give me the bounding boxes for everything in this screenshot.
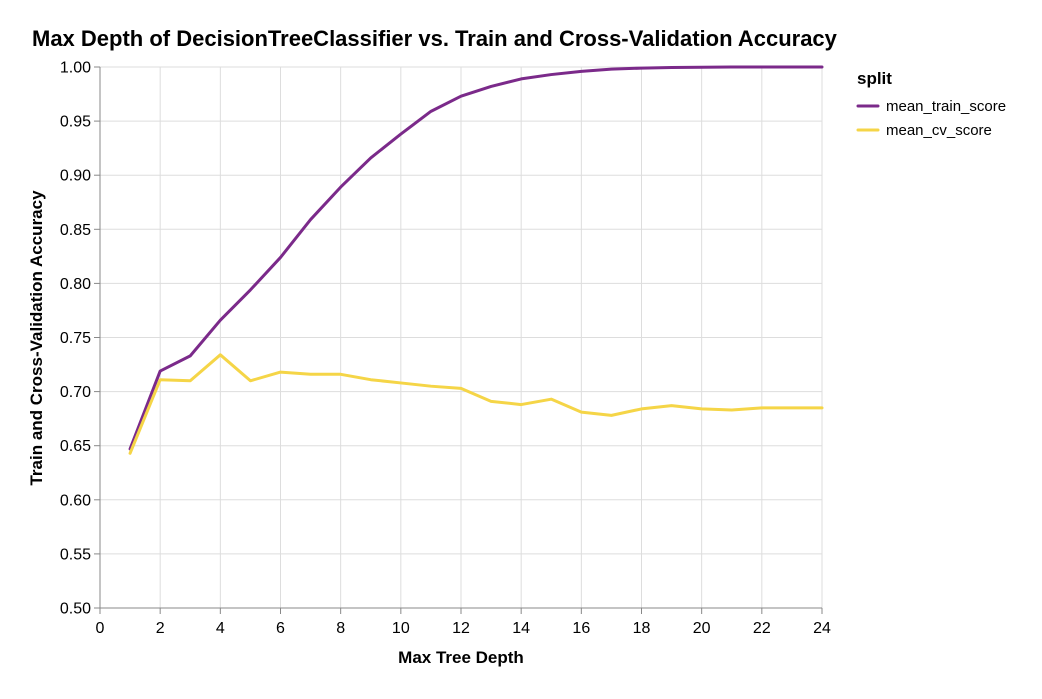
y-tick-label: 0.95	[60, 114, 91, 131]
x-tick-label: 4	[216, 620, 225, 637]
legend: split mean_train_score mean_cv_score	[856, 69, 1006, 139]
series-lines	[128, 65, 824, 455]
x-tick-label: 0	[96, 620, 105, 637]
y-tick-label: 0.80	[60, 276, 91, 293]
y-tick-label: 0.65	[60, 438, 91, 455]
legend-label: mean_cv_score	[886, 122, 992, 139]
y-tick-label: 0.90	[60, 168, 91, 185]
x-tick-label: 2	[156, 620, 165, 637]
grid	[99, 66, 823, 609]
y-tick-label: 0.50	[60, 601, 91, 618]
y-tick-label: 0.85	[60, 222, 91, 239]
legend-items: mean_train_score mean_cv_score	[856, 98, 1006, 139]
x-tick-label: 16	[572, 620, 590, 637]
series-line-mean-cv-score	[128, 353, 824, 455]
axes: 0.50 0.55 0.60 0.65 0.70 0.75 0.80 0.85 0.90 0.95…	[60, 60, 831, 638]
series-line-mean-train-score	[128, 65, 824, 451]
chart-title: Max Depth of DecisionTreeClassifier vs. …	[32, 26, 838, 51]
y-axis-title: Train and Cross-Validation Accuracy	[27, 190, 46, 486]
x-tick-label: 14	[512, 620, 530, 637]
legend-title: split	[857, 69, 892, 88]
y-tick-label: 0.55	[60, 546, 91, 563]
legend-item: mean_train_score	[856, 98, 1006, 115]
y-tick-label: 0.60	[60, 492, 91, 509]
x-tick-label: 6	[276, 620, 285, 637]
y-tick-label: 1.00	[60, 60, 91, 77]
y-tick-label: 0.70	[60, 384, 91, 401]
x-axis-title: Max Tree Depth	[398, 648, 524, 667]
x-tick-label: 10	[392, 620, 410, 637]
y-tick-label: 0.75	[60, 330, 91, 347]
x-tick-label: 22	[753, 620, 771, 637]
x-tick-label: 24	[813, 620, 831, 637]
legend-label: mean_train_score	[886, 98, 1006, 115]
x-tick-label: 18	[633, 620, 651, 637]
x-tick-label: 8	[336, 620, 345, 637]
legend-item: mean_cv_score	[856, 122, 992, 139]
x-tick-label: 20	[693, 620, 711, 637]
x-tick-label: 12	[452, 620, 470, 637]
